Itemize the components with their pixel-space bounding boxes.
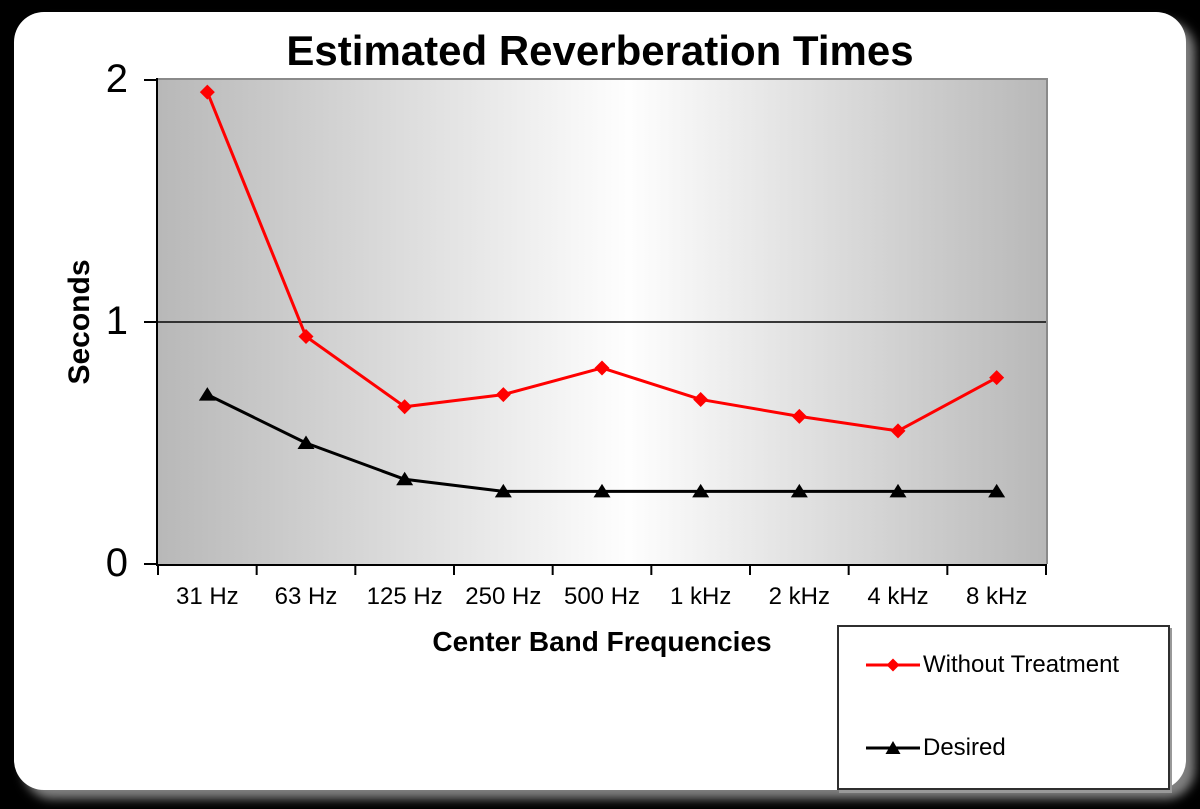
- legend-item-desired: Desired: [865, 728, 1006, 768]
- x-axis-title: Center Band Frequencies: [432, 626, 772, 657]
- legend-label: Without Treatment: [923, 651, 1120, 678]
- y-axis-title: Seconds: [63, 259, 96, 385]
- chart-title: Estimated Reverberation Times: [286, 27, 914, 74]
- triangle-marker-icon: [866, 741, 920, 754]
- legend-item-without-treatment: Without Treatment: [865, 645, 1119, 685]
- legend-label: Desired: [923, 734, 1006, 761]
- legend: Without Treatment Desired: [837, 625, 1170, 790]
- diamond-marker-icon: [866, 658, 920, 672]
